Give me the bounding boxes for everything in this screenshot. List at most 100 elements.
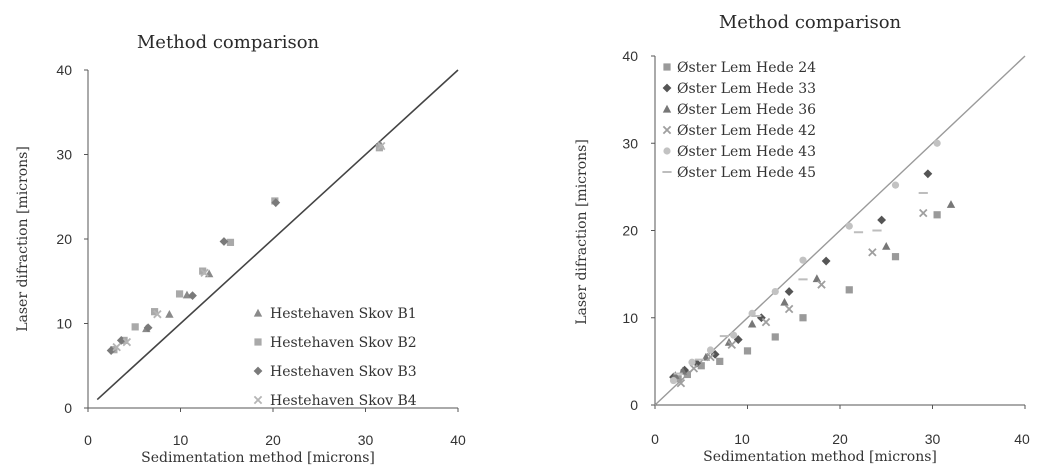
data-point xyxy=(116,336,126,345)
y-tick-label: 30 xyxy=(622,135,638,151)
data-point xyxy=(165,310,174,318)
chart-left-points xyxy=(106,140,386,355)
legend-marker xyxy=(662,104,672,113)
data-point xyxy=(891,181,900,189)
chart-right-legend: Øster Lem Hede 24 Øster Lem Hede 33 Øste… xyxy=(662,60,816,181)
legend-marker-shape xyxy=(253,308,263,317)
chart-right-y-ticks: 0 10 20 30 40 xyxy=(622,48,655,413)
legend-label: Øster Lem Hede 33 xyxy=(677,81,816,97)
legend-marker xyxy=(662,125,672,135)
data-point xyxy=(799,256,807,264)
legend-label: Hestehaven Skov B4 xyxy=(270,393,417,409)
data-point xyxy=(706,352,715,362)
legend-marker xyxy=(662,83,672,93)
x-tick-label: 40 xyxy=(450,432,466,448)
data-point xyxy=(743,347,752,355)
chart-left-title: Method comparison xyxy=(137,32,320,53)
data-point xyxy=(112,342,121,352)
y-tick-label: 40 xyxy=(56,62,72,78)
legend-marker-shape xyxy=(662,125,672,135)
legend-marker xyxy=(663,147,671,155)
data-point xyxy=(697,362,705,370)
chart-left-xlabel: Sedimentation method [microns] xyxy=(141,450,375,466)
legend-label: Hestehaven Skov B3 xyxy=(270,364,417,380)
data-point xyxy=(122,337,132,347)
chart-right-points xyxy=(669,139,956,388)
y-tick-label: 40 xyxy=(622,48,638,64)
legend-marker xyxy=(254,338,262,346)
data-point xyxy=(106,346,116,355)
chart-left-y-ticks: 0 10 20 30 40 xyxy=(56,62,88,416)
chart-right-ylabel: Laser difraction [microns] xyxy=(574,139,590,325)
data-point xyxy=(784,287,794,296)
legend-marker-shape xyxy=(662,104,672,113)
chart-right-reference-line-group xyxy=(654,55,1026,406)
data-point xyxy=(131,323,139,331)
chart-left-x-ticks: 0 10 20 30 40 xyxy=(84,408,466,448)
data-point xyxy=(771,287,779,296)
x-tick-label: 0 xyxy=(651,431,659,447)
data-point xyxy=(706,346,715,354)
data-point xyxy=(780,297,789,306)
data-point xyxy=(730,331,738,339)
data-point xyxy=(933,139,941,147)
legend-marker-shape xyxy=(662,83,672,93)
data-point xyxy=(669,376,678,385)
data-point xyxy=(376,141,386,151)
data-point xyxy=(175,290,184,298)
x-tick-label: 0 xyxy=(84,432,92,448)
data-point xyxy=(226,238,235,246)
data-point xyxy=(153,309,162,319)
data-point xyxy=(747,319,757,328)
legend-label: Øster Lem Hede 42 xyxy=(677,123,816,139)
chart-left-legend: Hestehaven Skov B1 Hestehaven Skov B2 He… xyxy=(253,306,417,409)
legend-marker xyxy=(253,308,263,317)
x-tick-label: 20 xyxy=(265,432,281,448)
data-point xyxy=(761,317,771,327)
data-point xyxy=(727,340,737,350)
data-point xyxy=(143,323,153,333)
data-point xyxy=(919,208,928,218)
x-tick-label: 40 xyxy=(1014,431,1030,447)
data-point xyxy=(771,333,779,341)
chart-right: Method comparison Laser difraction [micr… xyxy=(574,12,1030,465)
x-tick-label: 10 xyxy=(173,432,189,448)
data-point xyxy=(946,200,956,208)
legend-marker-shape xyxy=(253,366,263,376)
y-tick-label: 0 xyxy=(64,400,72,416)
reference-line xyxy=(96,69,459,401)
x-tick-label: 30 xyxy=(358,432,374,448)
chart-right-title: Method comparison xyxy=(719,12,902,33)
data-point xyxy=(784,304,794,314)
legend-label: Øster Lem Hede 36 xyxy=(677,102,816,118)
data-point xyxy=(877,215,887,225)
data-point xyxy=(271,198,281,208)
data-point xyxy=(821,256,831,266)
data-point xyxy=(817,280,826,289)
chart-right-x-ticks: 0 10 20 30 40 xyxy=(651,405,1030,447)
reference-line xyxy=(654,55,1026,406)
data-point xyxy=(219,237,229,246)
y-tick-label: 20 xyxy=(56,231,72,247)
legend-marker xyxy=(253,395,263,405)
data-point xyxy=(845,286,853,294)
legend-marker-shape xyxy=(663,63,671,71)
data-point xyxy=(891,253,900,261)
data-point xyxy=(689,364,699,373)
legend-marker-shape xyxy=(253,395,263,405)
legend-label: Hestehaven Skov B1 xyxy=(270,306,417,322)
data-point xyxy=(933,211,941,219)
x-tick-label: 10 xyxy=(734,431,750,447)
data-point xyxy=(716,357,724,365)
legend-marker-shape xyxy=(663,147,671,155)
y-tick-label: 20 xyxy=(622,223,638,239)
legend-label: Øster Lem Hede 45 xyxy=(677,165,816,181)
legend-marker xyxy=(663,63,671,71)
y-tick-label: 10 xyxy=(622,310,638,326)
data-point xyxy=(683,370,691,379)
legend-marker-shape xyxy=(254,338,262,346)
legend-label: Øster Lem Hede 24 xyxy=(677,60,816,76)
chart-left-reference-line-group xyxy=(96,69,459,401)
chart-left-ylabel: Laser difraction [microns] xyxy=(15,146,31,332)
